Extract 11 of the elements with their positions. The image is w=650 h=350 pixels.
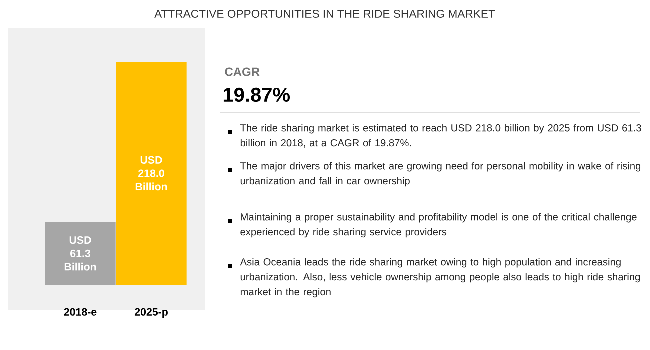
text: Asia Oceania leads the ride sharing market owing to high population and increasing urbanization. Also, less vehicle ownership among people also leads to high ride sharing market in the region	[240, 258, 640, 298]
text: ATTRACTIVE OPPORTUNITIES IN THE RIDE SHARING MARKET	[154, 10, 496, 18]
text: The ride sharing market is estimated to reach USD 218.0 billion by 2025 from USD 61.3 billion in 2018, at a CAGR of 19.87%.	[240, 124, 642, 148]
text: The major drivers of this market are growing need for personal mobility in wake of rising urbanization and fall in car ownership	[240, 162, 641, 187]
data-label: USD 218.0 Billion	[136, 156, 168, 191]
x-tick-label: 2025-p	[134, 308, 168, 318]
x-tick-label: 2018-e	[64, 308, 97, 316]
text: Maintaining a proper sustainability and profitability model is one of the critical challenge experienced by ride sharing service providers	[240, 213, 637, 238]
text: CAGR	[225, 68, 260, 76]
data-label: USD 61.3 Billion	[64, 236, 96, 271]
text: 19.87%	[224, 88, 290, 102]
